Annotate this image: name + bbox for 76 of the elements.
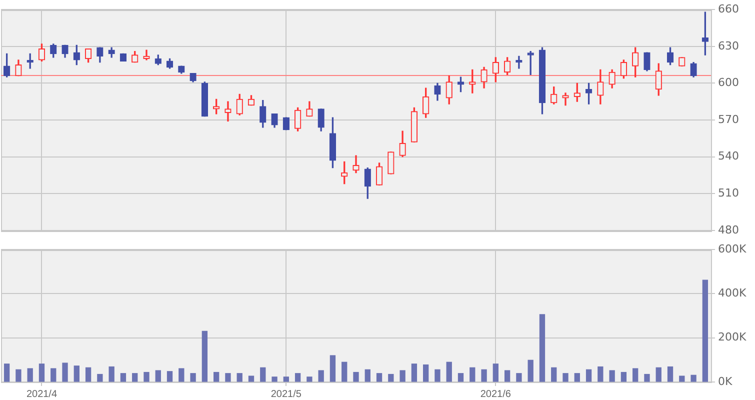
bar	[318, 370, 324, 382]
bar	[62, 362, 68, 382]
bar	[202, 330, 208, 382]
bar	[458, 373, 464, 382]
bar	[97, 374, 103, 382]
bar	[562, 373, 568, 382]
bar	[225, 373, 231, 382]
bar	[551, 367, 557, 382]
bar	[609, 370, 615, 382]
y-tick-label: 600K	[718, 242, 747, 256]
bar	[214, 372, 220, 382]
bar	[260, 367, 266, 382]
bar	[586, 369, 592, 382]
bar	[492, 364, 498, 382]
bar	[272, 376, 278, 382]
bar	[446, 362, 452, 382]
bar	[132, 373, 138, 382]
bar	[50, 368, 56, 382]
bar	[644, 374, 650, 382]
bar	[4, 364, 10, 382]
bar	[155, 370, 161, 382]
y-tick-label: 540	[718, 150, 739, 163]
y-tick-label: 510	[718, 186, 739, 200]
y-tick-label: 570	[718, 112, 739, 126]
bar	[400, 370, 406, 382]
bar	[166, 371, 173, 382]
bar	[632, 368, 638, 382]
x-tick-label: 2021/5	[270, 388, 302, 400]
bar	[376, 373, 382, 382]
y-tick-label: 600	[718, 76, 739, 90]
y-tick-label: 660	[718, 2, 739, 16]
bar	[656, 367, 662, 382]
bar	[74, 366, 80, 382]
bar	[294, 373, 301, 382]
bar	[481, 369, 487, 382]
bar	[364, 369, 370, 382]
bar	[283, 376, 289, 382]
bar	[178, 368, 184, 382]
x-tick-label: 2021/6	[480, 388, 512, 400]
bar	[16, 369, 22, 382]
bar	[342, 362, 348, 382]
bar	[504, 370, 510, 382]
bar	[598, 366, 604, 382]
bar	[411, 364, 418, 382]
bar	[620, 372, 627, 382]
bar	[144, 372, 150, 382]
bar	[27, 368, 33, 382]
y-tick-label: 0K	[718, 374, 733, 388]
y-tick-label: 400K	[718, 286, 747, 300]
bar	[667, 366, 674, 382]
y-tick-label: 200K	[718, 330, 747, 344]
bar	[690, 374, 696, 382]
candlestick	[224, 101, 232, 122]
bar	[388, 374, 394, 382]
bar	[353, 372, 359, 382]
x-tick-label: 2021/4	[26, 388, 58, 400]
bar	[38, 364, 45, 382]
bar	[120, 373, 126, 382]
bar	[574, 373, 580, 382]
bar	[679, 376, 685, 382]
bar	[108, 366, 114, 382]
bar	[306, 376, 312, 382]
bar	[236, 373, 242, 382]
bar	[423, 364, 429, 382]
bar	[330, 355, 336, 382]
y-tick-label: 630	[718, 39, 739, 52]
bar	[516, 373, 522, 382]
bar	[702, 280, 708, 382]
bar	[470, 367, 476, 382]
bar	[190, 373, 196, 382]
bar	[539, 314, 546, 382]
y-tick-label: 480	[718, 223, 739, 236]
bar	[85, 367, 92, 382]
bar	[434, 369, 440, 382]
bar	[248, 376, 254, 382]
bar	[528, 360, 534, 382]
